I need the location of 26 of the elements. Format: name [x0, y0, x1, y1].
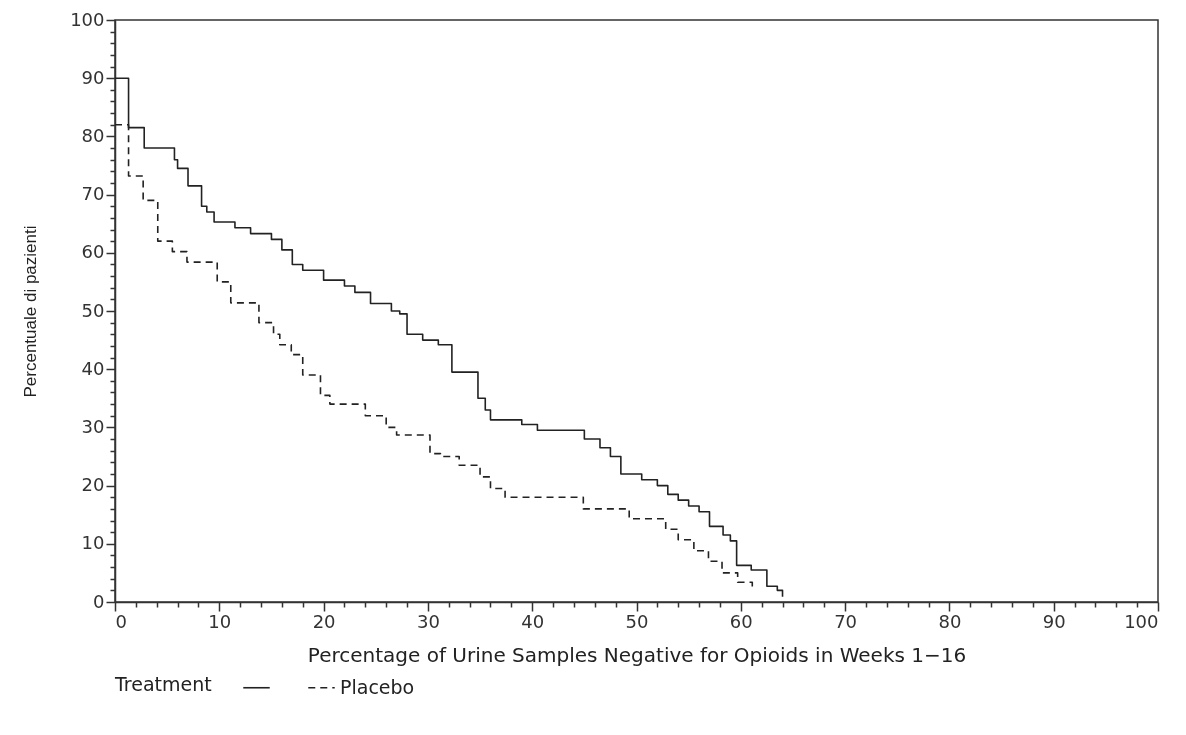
x-tick-label: 60 [729, 610, 753, 632]
y-tick-label: 90 [81, 66, 105, 88]
legend-label: Placebo [340, 675, 415, 698]
y-axis-title: Percentuale di pazienti [21, 225, 41, 398]
y-tick-label: 80 [81, 124, 105, 146]
x-axis-title: Percentage of Urine Samples Negative for Opioids in Weeks 1−16 [307, 642, 967, 667]
y-tick-label: 70 [81, 183, 105, 205]
x-tick-label: 30 [416, 610, 440, 632]
x-tick-label: 80 [938, 610, 962, 632]
y-tick-label: 0 [93, 590, 105, 612]
x-tick-label: 90 [1042, 610, 1066, 632]
x-tick-label: 10 [208, 610, 232, 632]
x-tick-label: 20 [312, 610, 336, 632]
y-tick-label: 60 [81, 241, 105, 263]
y-tick-label: 20 [81, 474, 105, 496]
x-tick-label: 50 [625, 610, 649, 632]
y-tick-label: 30 [81, 415, 105, 437]
y-tick-label: 100 [70, 8, 105, 30]
x-tick-label: 40 [521, 610, 545, 632]
legend-title: Treatment [114, 673, 212, 695]
y-tick-label: 50 [81, 299, 105, 321]
x-tick-label: 70 [834, 610, 858, 632]
y-tick-label: 10 [81, 532, 105, 554]
x-tick-label: 100 [1124, 610, 1159, 632]
y-tick-label: 40 [81, 357, 105, 379]
x-tick-label: 0 [115, 610, 127, 632]
